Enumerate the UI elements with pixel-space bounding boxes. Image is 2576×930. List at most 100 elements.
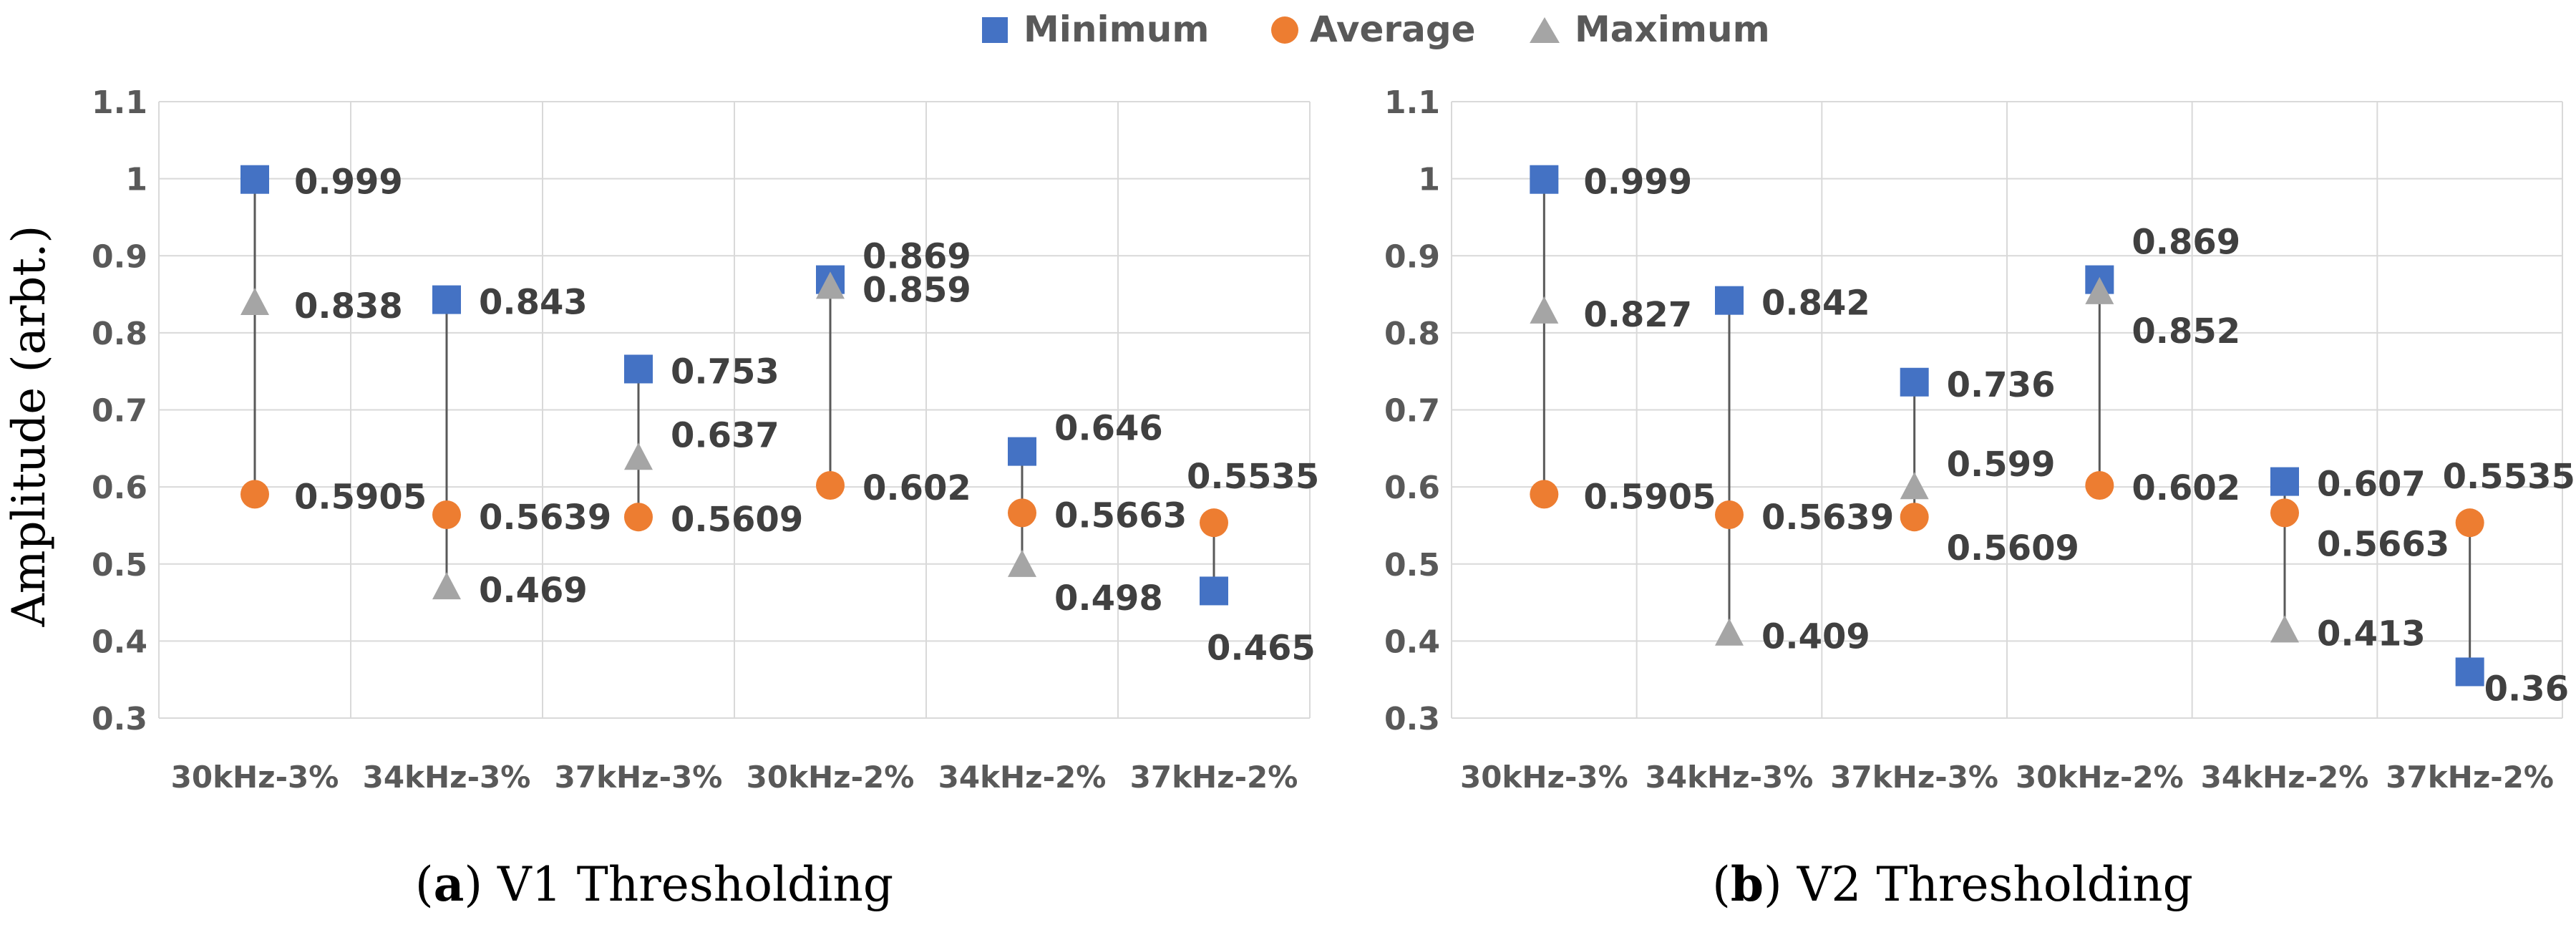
legend-minimum-label: Minimum [1024,9,1209,50]
y-tick-label: 0.8 [1384,316,1440,352]
maximum-point [1530,296,1559,324]
data-label-average: 0.5663 [1054,495,1187,536]
data-label-maximum: 0.409 [1761,617,1870,657]
minimum-point [1008,437,1036,466]
average-point [2085,470,2114,500]
y-axis-label: Amplitude (arbt.) [3,226,56,628]
legend-maximum-label: Maximum [1575,9,1770,50]
minimum-point [1900,367,1929,397]
average-point [816,470,845,500]
data-label-minimum: 0.869 [862,237,971,277]
y-tick-label: 0.3 [92,701,147,737]
y-tick-label: 0.7 [1384,393,1440,430]
average-point [1200,508,1228,538]
data-label-maximum: 0.599 [1947,445,2056,485]
maximum-point [432,572,461,600]
data-label-minimum: 0.999 [1583,163,1692,203]
x-tick-label: 30kHz-3% [1460,760,1628,795]
x-tick-label: 37kHz-3% [1830,760,1998,795]
average-point [1715,500,1744,529]
minimum-point [1715,286,1744,315]
data-label-average: 0.5639 [1761,498,1894,538]
average-point [2455,508,2484,538]
data-label-average: 0.5535 [2443,457,2575,497]
data-label-minimum: 0.36 [2484,669,2569,709]
data-label-minimum: 0.465 [1207,628,1316,668]
legend-average-swatch [1271,16,1298,44]
caption-a: (a) V1 Thresholding [415,856,893,912]
data-label-average: 0.5535 [1187,457,1319,497]
x-tick-label: 34kHz-2% [2201,760,2369,795]
average-point [432,500,461,529]
x-tick-label: 37kHz-2% [2386,760,2554,795]
caption-b: (b) V2 Thresholding [1712,856,2193,912]
x-tick-label: 34kHz-3% [1646,760,1814,795]
data-label-average: 0.5639 [479,498,611,538]
caption-a-letter: a [434,856,465,912]
data-label-average: 0.5663 [2317,524,2449,564]
y-tick-label: 0.4 [1384,624,1440,660]
legend-maximum-swatch [1530,17,1560,43]
y-tick-label: 0.3 [1384,701,1440,737]
y-tick-label: 1.1 [92,84,147,121]
data-label-average: 0.602 [862,468,971,508]
panel-b: 0.3 0.4 0.5 0.6 0.7 0.8 0.9 1 1.1 30kHz-3% 34kHz-3… [1384,84,2575,795]
y-tick-label: 0.9 [1384,238,1440,275]
maximum-point [1900,472,1929,500]
maximum-point [240,287,269,315]
maximum-point [2085,276,2114,304]
y-tick-label: 0.4 [92,624,147,660]
data-label-minimum: 0.607 [2317,465,2426,505]
data-label-maximum: 0.469 [479,571,588,611]
data-label-maximum: 0.838 [294,286,403,326]
y-tick-label: 1 [1418,162,1440,198]
caption-b-text: V2 Thresholding [1782,857,2193,912]
x-tick-label: 37kHz-3% [555,760,723,795]
data-label-minimum: 0.842 [1761,284,1870,324]
data-label-minimum: 0.869 [2132,223,2240,263]
average-point [624,503,653,532]
average-point [240,480,269,509]
maximum-point [624,442,653,470]
panel-a: 0.3 0.4 0.5 0.6 0.7 0.8 0.9 1 1.1 30kHz-3% 34kHz-3… [92,84,1319,795]
y-tick-label: 1 [125,162,147,198]
legend: Minimum Average Maximum [982,9,1770,50]
minimum-point [1200,576,1228,606]
data-label-average: 0.5609 [1947,528,2079,568]
legend-average-label: Average [1310,9,1476,50]
average-point [1530,480,1559,509]
minimum-point [432,285,461,314]
y-tick-label: 0.7 [92,393,147,430]
x-tick-label: 30kHz-2% [747,760,915,795]
average-point [1008,498,1036,528]
data-label-maximum: 0.859 [862,270,971,310]
average-point [1900,503,1929,532]
data-label-minimum: 0.646 [1054,409,1163,449]
y-tick-label: 0.5 [1384,547,1440,583]
y-tick-label: 0.6 [1384,470,1440,506]
x-tick-label: 34kHz-3% [363,760,531,795]
minimum-point [2455,657,2484,687]
data-label-average: 0.602 [2132,468,2240,508]
y-tick-label: 0.9 [92,238,147,275]
minimum-point [240,165,269,194]
x-tick-label: 34kHz-2% [938,760,1107,795]
data-label-maximum: 0.413 [2317,614,2426,654]
minimum-point [1530,165,1559,194]
x-tick-label: 30kHz-3% [171,760,339,795]
data-label-minimum: 0.999 [294,163,403,203]
y-tick-label: 1.1 [1384,84,1440,121]
maximum-point [1008,549,1036,577]
data-label-average: 0.5609 [671,500,803,540]
x-tick-label: 30kHz-2% [2016,760,2184,795]
y-tick-label: 0.6 [92,470,147,506]
x-tick-label: 37kHz-2% [1130,760,1298,795]
y-tick-label: 0.5 [92,547,147,583]
caption-a-text: V1 Thresholding [482,857,893,912]
average-point [2270,498,2299,528]
maximum-point [816,271,845,299]
maximum-point [2270,615,2299,643]
y-tick-label: 0.8 [92,316,147,352]
